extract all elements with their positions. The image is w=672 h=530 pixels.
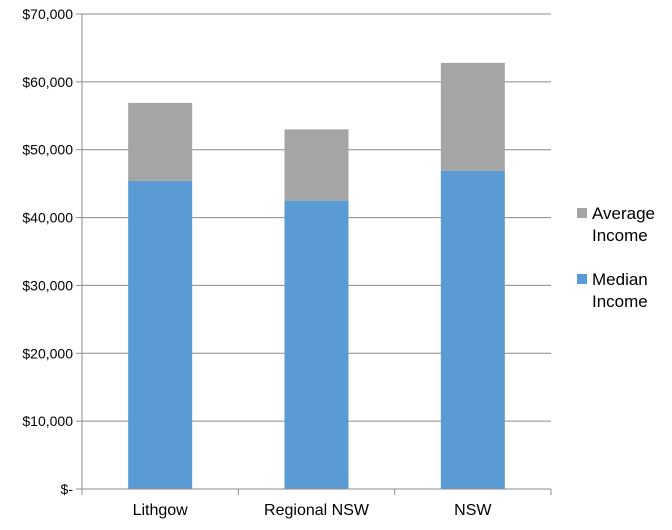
bar-average-income bbox=[440, 62, 505, 171]
bar-median-income bbox=[284, 200, 349, 489]
y-tick-label: $10,000 bbox=[22, 413, 73, 429]
y-tick-label: $40,000 bbox=[22, 210, 73, 226]
y-tick-label: $50,000 bbox=[22, 142, 73, 158]
y-tick-label: $30,000 bbox=[22, 277, 73, 293]
y-tick-label: $- bbox=[61, 481, 74, 497]
bars bbox=[128, 62, 505, 489]
x-tick-label: NSW bbox=[454, 502, 492, 519]
bar-median-income bbox=[440, 170, 505, 489]
y-tick-label: $20,000 bbox=[22, 345, 73, 361]
legend-entry-median-income: Median Income bbox=[577, 270, 648, 311]
bar-average-income bbox=[128, 102, 193, 181]
x-tick-label: Regional NSW bbox=[264, 502, 370, 519]
legend-label: Median Income bbox=[592, 270, 648, 311]
axes: $- $10,000 $20,000 $30,000 $40,000 $50,000 $60… bbox=[22, 6, 552, 519]
x-tick-label: Lithgow bbox=[133, 502, 189, 519]
bar-median-income bbox=[128, 180, 193, 489]
legend-entry-average-income: Average Income bbox=[577, 204, 655, 245]
legend-label: Average Income bbox=[592, 204, 655, 245]
legend-swatch bbox=[577, 208, 587, 218]
y-tick-label: $60,000 bbox=[22, 74, 73, 90]
legend-swatch bbox=[577, 274, 587, 284]
bar-average-income bbox=[284, 129, 349, 201]
legend: Average Income Median Income bbox=[577, 204, 655, 311]
y-tick-label: $70,000 bbox=[22, 6, 73, 22]
